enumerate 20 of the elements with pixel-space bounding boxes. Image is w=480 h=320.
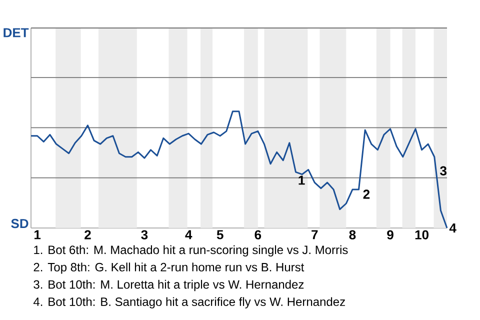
- x-tick-label: 10: [415, 230, 428, 240]
- text: SD: [11, 218, 28, 228]
- text: 3. Bot 10th: M. Loretta hit a triple vs W. Hernandez: [34, 280, 304, 292]
- annotation: 2: [363, 190, 370, 199]
- text: 1. Bot 6th: M. Machado hit a run-scoring single vs J. Morris: [34, 245, 348, 256]
- x-tick-label: 5: [216, 230, 224, 240]
- text: DET: [4, 28, 29, 38]
- text: 4: [449, 224, 456, 232]
- text: 2. Top 8th: G. Kell hit a 2-run home run vs B. Hurst: [34, 262, 304, 274]
- x-tick-label: 2: [84, 230, 91, 240]
- x-tick-label: 7: [312, 230, 318, 240]
- x-tick-label: 6: [254, 230, 262, 240]
- x-tick-label: 3: [141, 230, 148, 240]
- annotation: 3: [440, 166, 447, 176]
- x-tick-label: 9: [387, 230, 394, 240]
- text: 4. Bot 10th: B. Santiago hit a sacrifice fly vs W. Hernandez: [33, 297, 345, 308]
- x-tick-label: 8: [349, 230, 356, 240]
- x-tick-label: 4: [185, 230, 192, 240]
- annotation: 1: [298, 176, 305, 185]
- x-tick-label: 1: [34, 230, 41, 240]
